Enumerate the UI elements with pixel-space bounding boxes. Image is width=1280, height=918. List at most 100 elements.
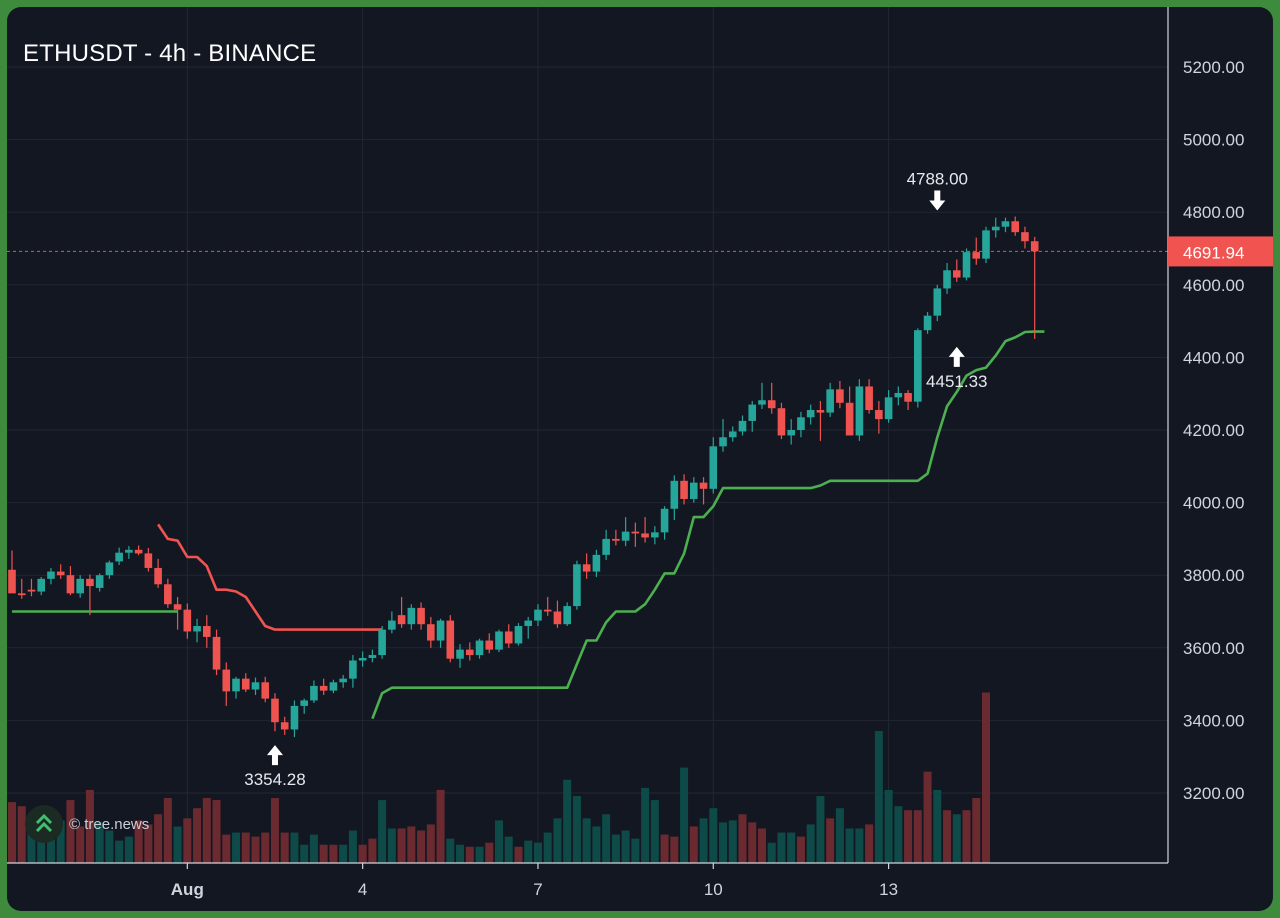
candle-body	[1011, 221, 1020, 233]
volume-bar	[232, 832, 241, 863]
volume-bar	[943, 810, 952, 863]
volume-bar	[309, 834, 318, 863]
candle-body	[8, 569, 16, 594]
candle-body	[125, 549, 133, 553]
volume-bar	[465, 846, 474, 863]
candle-body	[378, 629, 386, 656]
candle-body	[456, 649, 464, 659]
volume-bar	[163, 798, 172, 863]
volume-bar	[154, 814, 163, 863]
candle-body	[66, 575, 75, 594]
y-tick-label: 3400.00	[1183, 711, 1244, 730]
candle-body	[349, 660, 357, 679]
candle-body	[193, 626, 201, 632]
volume-bar	[475, 846, 484, 863]
candle-body	[719, 437, 727, 447]
candle-body	[612, 538, 620, 541]
candle-body	[115, 552, 123, 562]
volume-bar	[270, 798, 279, 863]
volume-bar	[680, 767, 689, 863]
volume-bar	[592, 826, 601, 863]
volume-bar	[436, 789, 445, 863]
candle-body	[1021, 232, 1029, 242]
candle-body	[1030, 241, 1039, 252]
volume-bar	[835, 808, 844, 863]
candle-body	[836, 389, 844, 403]
high-price-label: 4788.00	[907, 170, 968, 189]
volume-bar	[582, 818, 591, 863]
volume-bar	[826, 818, 835, 863]
volume-bar	[183, 818, 192, 863]
candle-body	[37, 578, 46, 592]
candle-body	[475, 640, 484, 656]
candle-body	[660, 508, 669, 533]
volume-bar	[212, 800, 221, 863]
volume-bar	[319, 844, 328, 863]
candle-body	[47, 571, 55, 579]
volume-bar	[553, 818, 562, 863]
candle-body	[310, 685, 318, 701]
volume-bar	[874, 731, 883, 863]
candle-body	[173, 604, 182, 610]
candle-body	[504, 631, 513, 644]
y-tick-label: 4600.00	[1183, 276, 1244, 295]
volume-bar	[56, 820, 65, 863]
volume-bar	[66, 800, 75, 863]
candle-body	[690, 482, 698, 499]
candle-body	[329, 682, 338, 691]
volume-bar	[972, 798, 981, 863]
volume-bar	[816, 796, 825, 863]
candle-body	[621, 531, 630, 541]
supertrend-down-line	[157, 523, 383, 631]
y-tick-label: 5000.00	[1183, 131, 1244, 150]
volume-bar	[904, 810, 913, 863]
candle-body	[748, 404, 757, 421]
volume-bar	[495, 820, 503, 863]
x-tick-label: Aug	[171, 880, 204, 899]
candle-body	[806, 410, 815, 418]
candle-body	[105, 562, 114, 576]
volume-bar	[650, 800, 659, 863]
candle-body	[154, 567, 162, 585]
supertrend-up-line	[371, 330, 1045, 720]
chart-title: ETHUSDT - 4h - BINANCE	[23, 40, 317, 67]
candle-body	[1001, 221, 1010, 227]
candle-body	[251, 682, 260, 690]
candle-body	[56, 571, 65, 576]
candle-body	[865, 386, 873, 411]
candle-body	[514, 626, 523, 644]
price-chart[interactable]: 5200.00 5000.00 4800.00 4600.00 4400.00 4200.…	[7, 7, 1273, 911]
candle-body	[465, 649, 474, 656]
candle-body	[232, 678, 240, 692]
candle-body	[134, 549, 143, 554]
candle-body	[933, 288, 942, 316]
candle-body	[709, 446, 718, 489]
volume-bar	[193, 808, 202, 863]
volume-bar	[787, 832, 796, 863]
candle-body	[592, 554, 601, 572]
volume-bar	[417, 830, 426, 863]
arrow-up-icon	[948, 346, 965, 367]
candle-body	[982, 230, 990, 259]
y-tick-label: 4000.00	[1183, 494, 1244, 513]
candle-body	[972, 252, 981, 259]
volume-bar	[46, 822, 55, 863]
candle-body	[261, 682, 270, 699]
y-tick-label: 4800.00	[1183, 203, 1244, 222]
volume-bar	[387, 828, 396, 863]
candle-body	[534, 609, 542, 621]
volume-bar	[329, 844, 338, 863]
candle-body	[86, 578, 94, 587]
y-tick-label: 3600.00	[1183, 639, 1244, 658]
candle-body	[738, 420, 747, 432]
volume-bar	[748, 822, 757, 863]
y-tick-label: 3200.00	[1183, 784, 1244, 803]
volume-bar	[348, 830, 357, 863]
volume-bar	[485, 842, 494, 863]
volume-bar	[709, 808, 718, 863]
volume-bar	[865, 824, 874, 863]
candle-body	[914, 330, 922, 402]
volume-bar	[27, 818, 36, 863]
candle-body	[962, 252, 971, 278]
volume-bar	[134, 820, 143, 863]
